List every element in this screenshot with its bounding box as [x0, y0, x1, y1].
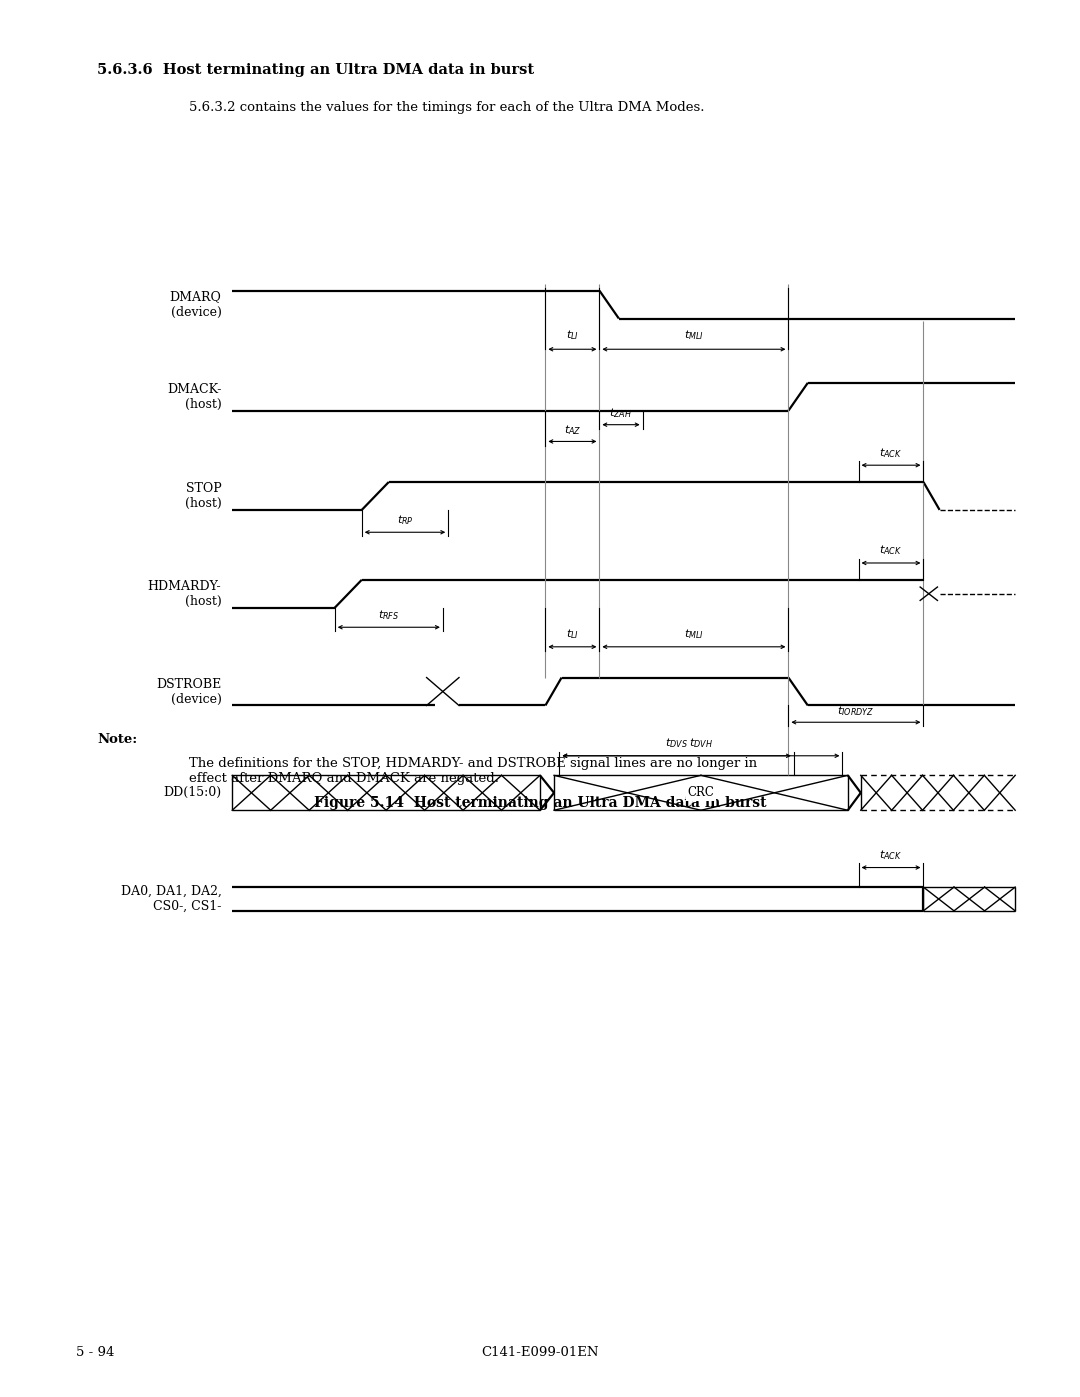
Text: Figure 5.14  Host terminating an Ultra DMA data in burst: Figure 5.14 Host terminating an Ultra DM… [314, 796, 766, 810]
Text: $t_{DVH}$: $t_{DVH}$ [689, 736, 713, 750]
Text: $t_{MLI}$: $t_{MLI}$ [684, 627, 704, 641]
Text: $t_{DVS}$: $t_{DVS}$ [665, 736, 688, 750]
Text: 5 - 94: 5 - 94 [76, 1347, 114, 1359]
Text: $t_{RFS}$: $t_{RFS}$ [378, 608, 400, 622]
Text: $t_{ZAH}$: $t_{ZAH}$ [609, 407, 633, 420]
Text: DSTROBE
(device): DSTROBE (device) [157, 678, 221, 705]
Text: The definitions for the STOP, HDMARDY- and DSTROBE signal lines are no longer in: The definitions for the STOP, HDMARDY- a… [189, 757, 757, 785]
Text: $t_{ACK}$: $t_{ACK}$ [879, 446, 903, 460]
Text: HDMARDY-
(host): HDMARDY- (host) [148, 580, 221, 608]
Text: $t_{IORDYZ}$: $t_{IORDYZ}$ [837, 704, 875, 718]
Text: Note:: Note: [97, 733, 137, 746]
Text: DMARQ
(device): DMARQ (device) [170, 291, 221, 319]
Text: $t_{LI}$: $t_{LI}$ [566, 627, 579, 641]
Text: $t_{ACK}$: $t_{ACK}$ [879, 543, 903, 557]
Text: 5.6.3.6  Host terminating an Ultra DMA data in burst: 5.6.3.6 Host terminating an Ultra DMA da… [97, 63, 535, 77]
Text: STOP
(host): STOP (host) [185, 482, 221, 510]
Text: DA0, DA1, DA2,
CS0-, CS1-: DA0, DA1, DA2, CS0-, CS1- [121, 884, 221, 914]
Text: $t_{RP}$: $t_{RP}$ [396, 513, 414, 527]
Text: C141-E099-01EN: C141-E099-01EN [482, 1347, 598, 1359]
Text: DD(15:0): DD(15:0) [163, 787, 221, 799]
Text: $t_{AZ}$: $t_{AZ}$ [564, 423, 581, 437]
Text: $t_{LI}$: $t_{LI}$ [566, 328, 579, 342]
Text: $t_{ACK}$: $t_{ACK}$ [879, 848, 903, 862]
Text: CRC: CRC [688, 787, 714, 799]
Text: 5.6.3.2 contains the values for the timings for each of the Ultra DMA Modes.: 5.6.3.2 contains the values for the timi… [189, 101, 704, 113]
Text: $t_{MLI}$: $t_{MLI}$ [684, 328, 704, 342]
Text: DMACK-
(host): DMACK- (host) [167, 383, 221, 411]
